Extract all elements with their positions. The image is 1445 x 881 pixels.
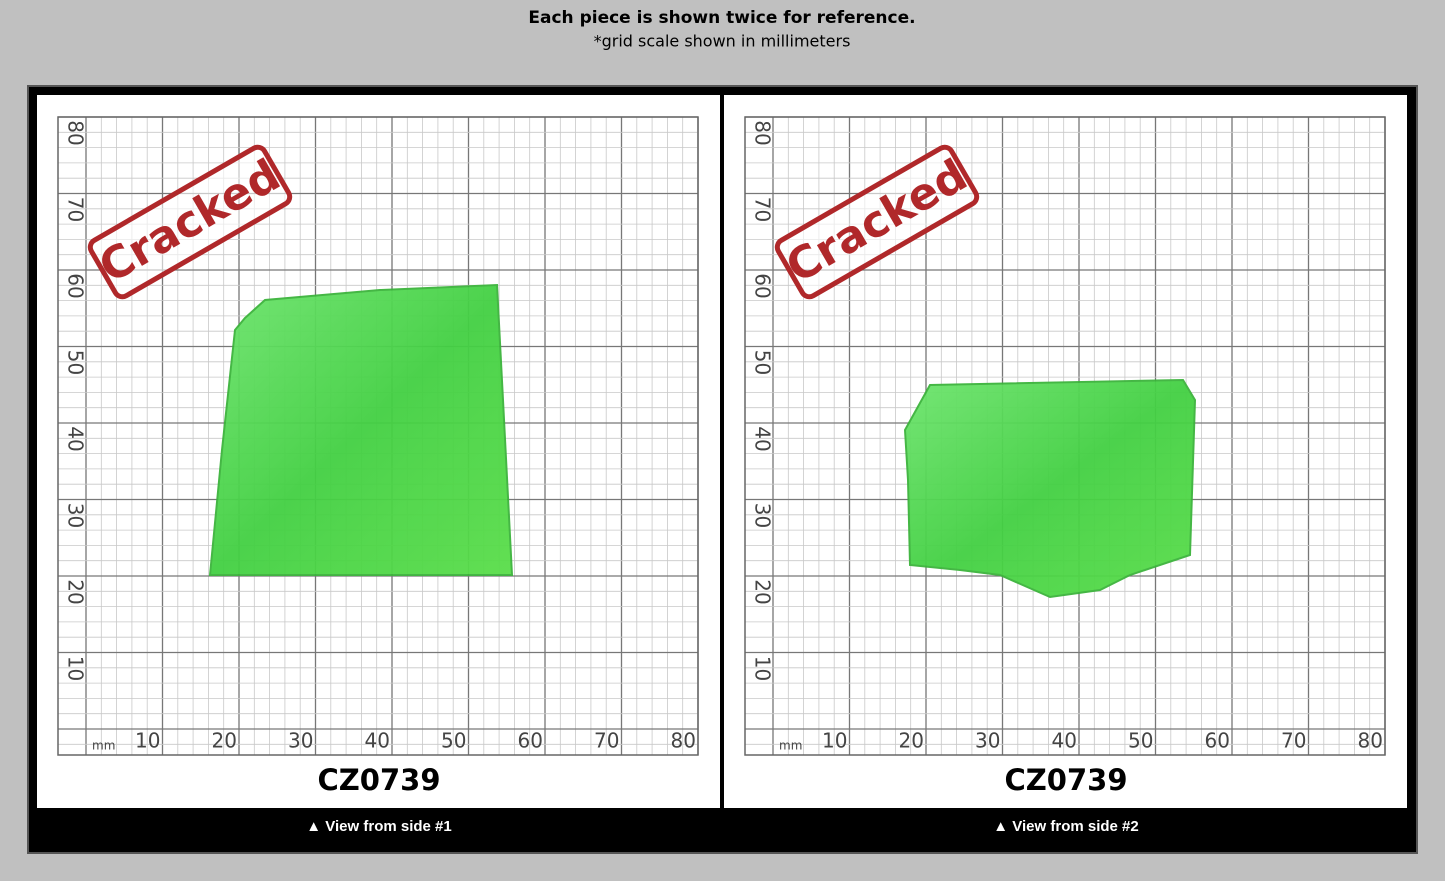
x-scale-label: 40 [1052, 729, 1077, 753]
caption: ▲ View from side #1 [306, 818, 451, 835]
unit-label: mm [779, 739, 802, 753]
caption-bar [724, 808, 1407, 845]
y-scale-label: 80 [751, 120, 775, 145]
x-scale-label: 40 [365, 729, 390, 753]
panel: 10 20 30 40 50 60 70 801020304050607080mmCracke… [724, 95, 1407, 845]
y-scale-label: 50 [64, 350, 88, 375]
x-scale-label: 80 [671, 729, 696, 753]
y-scale-label: 60 [64, 273, 88, 298]
y-scale-label: 70 [751, 197, 775, 222]
stamp-border [87, 144, 293, 300]
panel: 10 20 30 40 50 60 70 801020304050607080mmCracke… [37, 95, 720, 845]
y-scale-label: 70 [64, 197, 88, 222]
y-scale-label: 40 [751, 426, 775, 451]
x-scale-label: 70 [594, 729, 619, 753]
x-scale-label: 50 [441, 729, 466, 753]
title: Each piece is shown twice for reference. [528, 8, 915, 28]
x-scale-label: 20 [212, 729, 237, 753]
y-scale-label: 30 [751, 503, 775, 528]
y-scale-label: 60 [751, 273, 775, 298]
unit-label: mm [92, 739, 115, 753]
gemstone [903, 378, 1197, 599]
x-scale-label: 70 [1281, 729, 1306, 753]
y-scale-label: 30 [64, 503, 88, 528]
x-scale-label: 60 [1205, 729, 1230, 753]
x-scale-label: 50 [1128, 729, 1153, 753]
stamp-border [774, 144, 980, 300]
x-scale-label: 60 [518, 729, 543, 753]
subtitle: *grid scale shown in millimeters [594, 32, 851, 51]
x-scale-label: 10 [135, 729, 160, 753]
y-scale-label: 10 [751, 656, 775, 681]
y-scale-label: 50 [751, 350, 775, 375]
y-scale-label: 20 [64, 579, 88, 604]
y-scale-label: 20 [751, 579, 775, 604]
product-code: CZ0739 [317, 763, 440, 797]
x-scale-label: 10 [822, 729, 847, 753]
y-scale-label: 40 [64, 426, 88, 451]
y-scale-label: 10 [64, 656, 88, 681]
panels: 10 20 30 40 50 60 70 801020304050607080mmCracke… [37, 95, 1407, 845]
grid-border [57, 116, 699, 756]
x-scale-label: 30 [288, 729, 313, 753]
x-scale-label: 30 [975, 729, 1000, 753]
caption: ▲ View from side #2 [993, 818, 1138, 835]
x-scale-label: 80 [1358, 729, 1383, 753]
gemstone [208, 283, 514, 576]
product-code: CZ0739 [1004, 763, 1127, 797]
x-scale-label: 20 [899, 729, 924, 753]
y-scale-label: 80 [64, 120, 88, 145]
grid-border [744, 116, 1386, 756]
caption-bar [37, 808, 720, 845]
